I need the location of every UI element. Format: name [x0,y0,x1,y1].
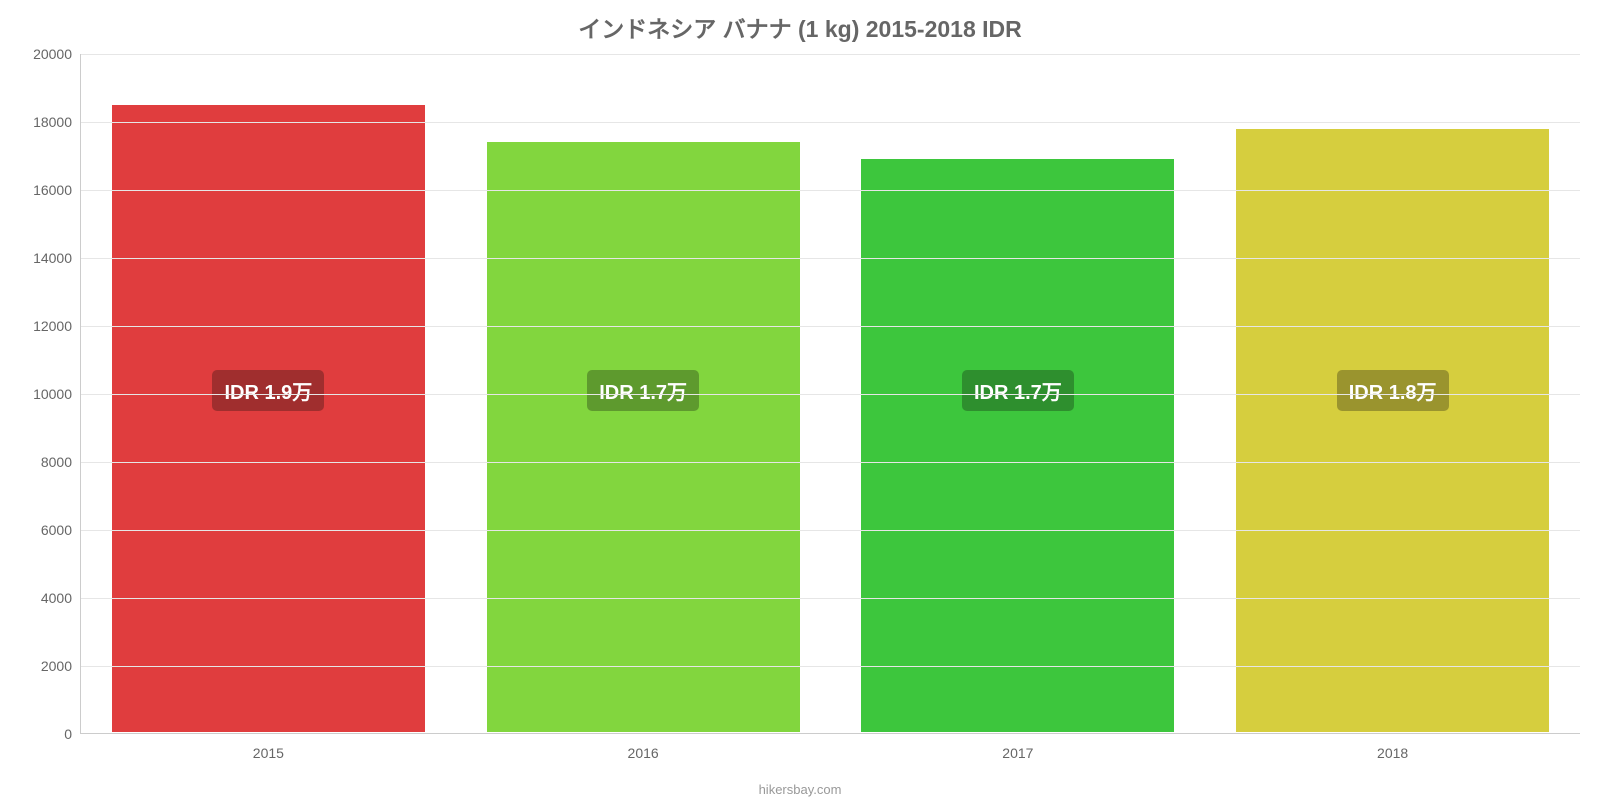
y-tick-label: 6000 [41,522,72,538]
x-tick-label: 2015 [81,745,456,761]
y-tick-label: 0 [64,726,72,742]
bar [111,104,426,733]
plot-area: IDR 1.9万IDR 1.7万IDR 1.7万IDR 1.8万 2015201… [80,54,1580,734]
x-tick-label: 2017 [831,745,1206,761]
x-axis: 2015201620172018 [81,745,1580,761]
chart-title: インドネシア バナナ (1 kg) 2015-2018 IDR [578,10,1022,44]
attribution: hikersbay.com [759,782,842,797]
value-label: IDR 1.7万 [587,370,699,411]
gridline [81,530,1580,531]
bar [860,158,1175,733]
gridline [81,598,1580,599]
y-tick-label: 8000 [41,454,72,470]
value-label: IDR 1.7万 [962,370,1074,411]
y-tick-label: 14000 [33,250,72,266]
y-tick-label: 16000 [33,182,72,198]
x-tick-label: 2016 [456,745,831,761]
gridline [81,326,1580,327]
gridline [81,190,1580,191]
x-tick-label: 2018 [1205,745,1580,761]
y-tick-label: 10000 [33,386,72,402]
gridline [81,122,1580,123]
gridline [81,666,1580,667]
y-axis: 0 2000 4000 6000 8000 10000 12000 14000 16000 180… [20,54,80,774]
gridline [81,462,1580,463]
bar [486,141,801,733]
bar [1235,128,1550,733]
y-tick-label: 12000 [33,318,72,334]
y-tick-label: 18000 [33,114,72,130]
value-label: IDR 1.8万 [1337,370,1449,411]
gridline [81,54,1580,55]
y-tick-label: 4000 [41,590,72,606]
gridline [81,258,1580,259]
gridline [81,394,1580,395]
value-label: IDR 1.9万 [212,370,324,411]
chart-container: 0 2000 4000 6000 8000 10000 12000 14000 16000 180… [20,54,1580,774]
y-tick-label: 20000 [33,46,72,62]
y-tick-label: 2000 [41,658,72,674]
